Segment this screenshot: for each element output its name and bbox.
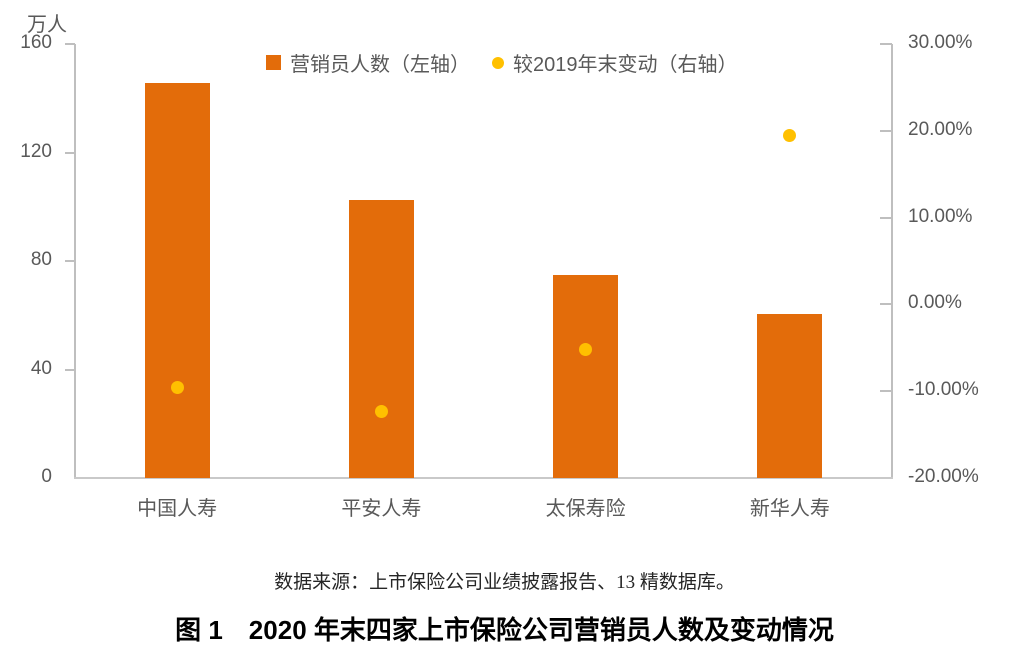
left-axis-tick-label: 0	[41, 466, 52, 487]
right-axis-line	[891, 44, 893, 478]
category-label: 太保寿险	[545, 498, 626, 520]
legend-label-agents: 营销员人数（左轴）	[290, 54, 470, 76]
right-axis-tick-label: 10.00%	[908, 205, 973, 227]
figure-title: 图 1 2020 年末四家上市保险公司营销员人数及变动情况	[175, 615, 834, 645]
right-axis-tick	[880, 216, 892, 219]
bar-series-swatch-icon	[266, 55, 281, 70]
right-axis-tick-label: 20.00%	[908, 118, 973, 140]
right-axis-tick	[880, 43, 892, 45]
left-axis-tick-label: 160	[20, 32, 52, 53]
change-dot	[579, 343, 593, 357]
dot-series-swatch-icon	[492, 56, 504, 69]
bar	[757, 313, 823, 478]
change-dot	[170, 381, 184, 395]
left-axis-line	[74, 44, 76, 478]
category-label: 新华人寿	[749, 498, 830, 520]
legend-item-agents: 营销员人数（左轴）	[266, 48, 470, 77]
source-text: 数据来源：上市保险公司业绩披露报告、13 精数据库。	[274, 572, 735, 593]
change-dot	[783, 128, 797, 142]
right-axis-tick-label: -10.00%	[908, 379, 979, 401]
change-dot	[374, 404, 388, 418]
x-axis-baseline	[74, 477, 893, 479]
right-axis-tick-label: -20.00%	[908, 466, 979, 487]
left-axis-tick-label: 40	[30, 357, 52, 379]
left-axis-tick	[65, 368, 75, 371]
right-axis-tick	[880, 129, 892, 132]
bar	[553, 274, 619, 478]
left-axis-tick	[65, 43, 75, 45]
bar	[144, 82, 210, 478]
left-axis-tick-label: 120	[20, 140, 52, 162]
left-axis-tick	[65, 260, 75, 262]
chart-legend: 营销员人数（左轴） 较2019年末变动（右轴）	[266, 48, 738, 77]
legend-item-change: 较2019年末变动（右轴）	[492, 48, 738, 77]
bar	[348, 200, 414, 478]
right-axis-tick-label: 0.00%	[908, 292, 962, 314]
left-axis-tick-label: 80	[30, 249, 52, 270]
right-axis-tick	[880, 303, 892, 306]
right-axis-tick-label: 30.00%	[908, 32, 973, 53]
left-axis-unit-label: 万人	[27, 14, 67, 36]
right-axis-tick	[880, 390, 892, 393]
left-axis-tick	[65, 151, 75, 154]
category-label: 平安人寿	[341, 498, 422, 520]
legend-label-change: 较2019年末变动（右轴）	[513, 54, 738, 76]
category-label: 中国人寿	[137, 498, 218, 520]
